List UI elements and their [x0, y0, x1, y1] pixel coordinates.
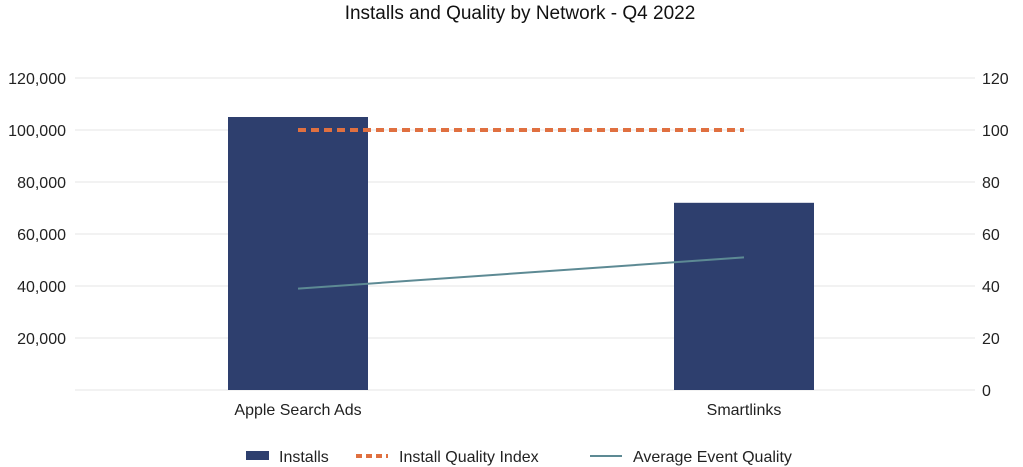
chart-title: Installs and Quality by Network - Q4 202… [345, 3, 696, 24]
right-tick-label: 60 [982, 227, 1000, 244]
right-tick-label: 0 [982, 383, 991, 400]
bar-installs [674, 202, 814, 390]
left-tick-label: 40,000 [17, 279, 66, 296]
right-tick-label: 120 [982, 71, 1009, 88]
right-tick-label: 20 [982, 331, 1000, 348]
left-axis-ticks: 20,000 40,000 60,000 80,000 100,000 120,000 [8, 71, 66, 348]
legend-swatch-installs [246, 451, 269, 460]
category-labels: Apple Search Ads Smartlinks [234, 402, 781, 419]
legend-label: Install Quality Index [399, 449, 539, 466]
bars [228, 117, 814, 390]
left-tick-label: 100,000 [8, 123, 66, 140]
left-tick-label: 80,000 [17, 175, 66, 192]
legend-label: Average Event Quality [633, 449, 792, 466]
legend: Installs Install Quality Index Average Eve… [246, 449, 792, 466]
left-tick-label: 20,000 [17, 331, 66, 348]
lines [297, 128, 745, 290]
category-label: Apple Search Ads [234, 402, 361, 419]
legend-label: Installs [279, 449, 329, 466]
category-label: Smartlinks [707, 402, 782, 419]
right-tick-label: 100 [982, 123, 1009, 140]
right-axis-ticks: 0 20 40 60 80 100 120 [982, 71, 1009, 400]
right-tick-label: 40 [982, 279, 1000, 296]
bar-installs [228, 117, 368, 390]
line-average-event-quality [297, 256, 745, 290]
gridlines [75, 77, 975, 391]
left-tick-label: 60,000 [17, 227, 66, 244]
left-tick-label: 120,000 [8, 71, 66, 88]
right-tick-label: 80 [982, 175, 1000, 192]
